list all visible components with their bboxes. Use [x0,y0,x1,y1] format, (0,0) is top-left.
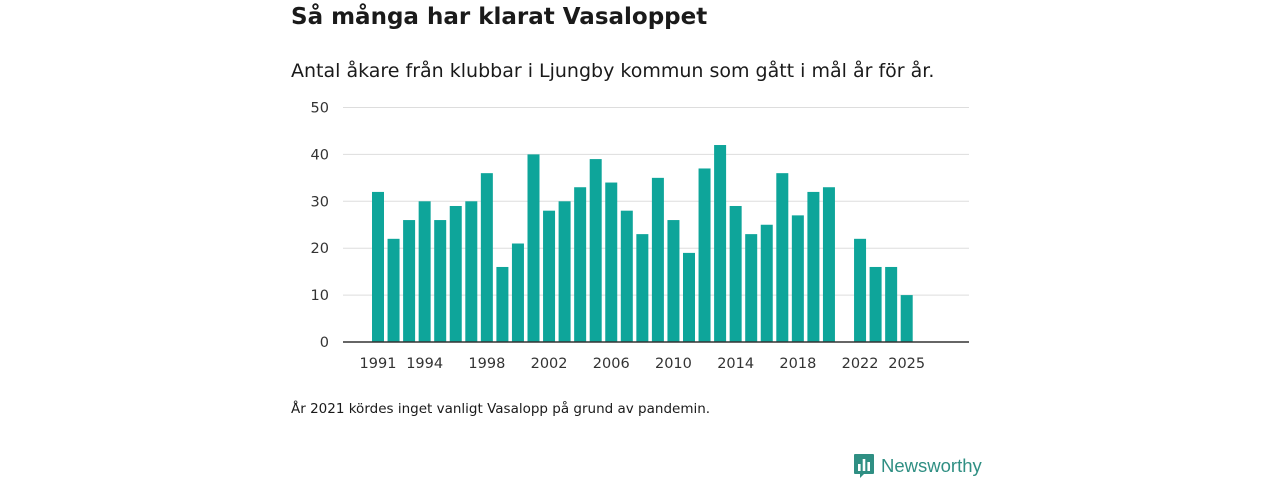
x-tick-label: 2006 [593,356,630,372]
y-tick-label: 10 [311,288,329,304]
bar-2014 [729,205,742,342]
bar-2022 [854,238,867,342]
bar-2020 [822,187,835,342]
bars [372,145,913,342]
y-tick-label: 40 [311,147,329,163]
bar-2013 [714,145,727,342]
bar-2025 [900,295,913,342]
y-tick-label: 30 [311,194,329,210]
x-axis-labels: 1991 1994 1998 2002 2006 2010 2014 2018 2022 2025 [360,356,926,372]
chart-subtitle: Antal åkare från klubbar i Ljungby kommu… [291,60,935,82]
brand-name: Newsworthy [881,455,982,476]
bar-1993 [403,220,416,342]
y-axis-labels: 0 10 20 30 40 50 [311,101,329,352]
bar-2018 [791,215,804,342]
bar-chart: 0 10 20 30 40 50 1991 1994 1998 2002 2006 2010 2014… [311,101,969,372]
bar-1995 [434,220,447,342]
x-tick-label: 1998 [468,356,505,372]
bar-2024 [885,266,898,342]
bar-2019 [807,191,820,342]
bar-2009 [651,177,664,342]
bar-2006 [605,182,618,342]
x-tick-label: 2010 [655,356,692,372]
bar-1992 [387,238,400,342]
x-tick-label: 2022 [842,356,879,372]
bar-2001 [527,154,540,342]
bar-2012 [698,168,711,342]
bar-2005 [589,159,602,342]
bar-2010 [667,220,680,342]
bar-2017 [776,173,789,342]
bar-2003 [558,201,571,342]
y-tick-label: 50 [311,101,329,117]
x-tick-label: 1994 [406,356,443,372]
bar-2002 [543,210,556,342]
brand-logo: Newsworthy [853,452,982,480]
bar-2008 [636,234,649,342]
footnote: År 2021 kördes inget vanligt Vasalopp på… [291,401,711,417]
bar-1999 [496,266,509,342]
bar-1997 [465,201,478,342]
y-tick-label: 0 [320,335,329,351]
x-tick-label: 2014 [717,356,754,372]
bar-2023 [869,266,882,342]
y-tick-label: 20 [311,241,329,257]
newsworthy-logo-icon [854,454,874,478]
x-tick-label: 2002 [531,356,568,372]
bar-1994 [418,201,431,342]
bar-1991 [372,191,384,342]
x-tick-label: 1991 [360,356,397,372]
bar-2007 [620,210,633,342]
bar-2004 [574,187,587,342]
x-tick-label: 2025 [888,356,925,372]
bar-1998 [480,173,493,342]
chart-title: Så många har klarat Vasaloppet [291,4,708,30]
bar-1996 [449,205,462,342]
bar-2016 [760,224,773,342]
bar-2015 [745,234,758,342]
bar-2000 [511,243,524,342]
bar-2011 [683,252,695,342]
x-tick-label: 2018 [779,356,816,372]
